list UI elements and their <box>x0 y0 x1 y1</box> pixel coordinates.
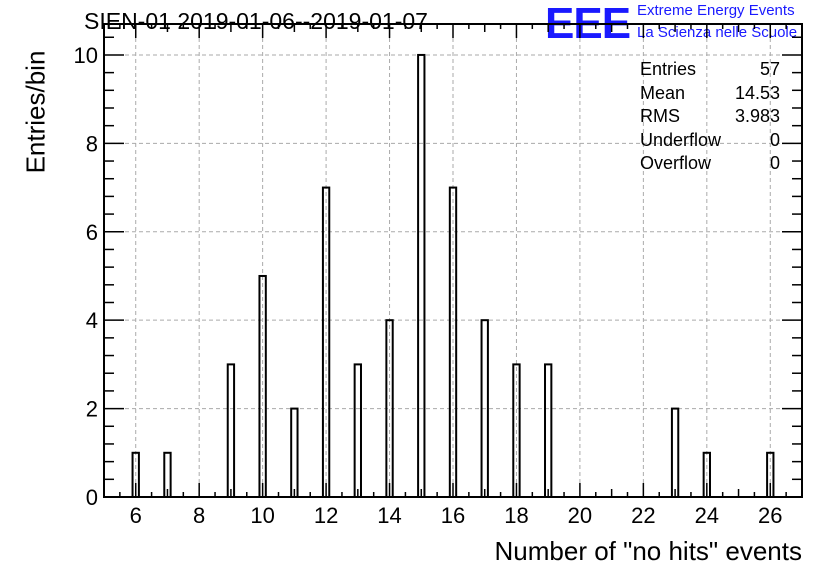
logo-line-2: La Scienza nelle Scuole <box>637 24 798 41</box>
x-tick-label: 22 <box>631 503 655 528</box>
x-tick-label: 18 <box>504 503 528 528</box>
stat-rms: RMS 3.983 <box>640 105 780 129</box>
stat-value: 14.53 <box>734 82 780 103</box>
histogram-bar <box>544 363 553 498</box>
x-tick-label: 8 <box>193 503 205 528</box>
stat-value: 0 <box>769 129 780 150</box>
stat-value: 0 <box>769 153 780 173</box>
x-tick-label: 16 <box>441 503 465 528</box>
y-tick-label: 2 <box>86 397 98 422</box>
stat-underflow: Underflow 0 <box>640 129 780 153</box>
x-tick-label: 20 <box>568 503 592 528</box>
histogram-bar <box>670 407 680 498</box>
x-tick-label: 26 <box>758 503 782 528</box>
stat-overflow: Overflow 0 <box>640 152 780 176</box>
stats-box: Entries 57 Mean 14.53 RMS 3.983 Underflo… <box>640 58 780 176</box>
x-tick-label: 14 <box>377 503 401 528</box>
stat-label: Overflow <box>640 153 712 173</box>
y-tick-label: 6 <box>86 220 98 245</box>
stat-entries: Entries 57 <box>640 58 780 82</box>
histogram-bar <box>258 274 267 498</box>
x-tick-label: 10 <box>250 503 274 528</box>
histogram-bar <box>353 363 362 498</box>
x-tick-label: 6 <box>130 503 142 528</box>
stat-label: Entries <box>640 59 697 79</box>
histogram-bar <box>290 407 299 498</box>
stat-value: 3.983 <box>734 106 780 126</box>
histogram-bar <box>417 53 426 498</box>
y-axis-label: Entries/bin <box>20 50 51 174</box>
x-axis-label: Number of "no hits" events <box>494 536 803 566</box>
logo-line-1: Extreme Energy Events <box>637 2 795 19</box>
x-tick-label: 12 <box>314 503 338 528</box>
y-tick-label: 10 <box>74 43 98 68</box>
chart-title: SIEN-01 2019-01-06--2019-01-07 <box>84 8 428 34</box>
histogram-bar <box>226 363 236 498</box>
stat-value: 57 <box>759 59 780 79</box>
stat-label: RMS <box>640 106 680 126</box>
y-tick-label: 4 <box>86 308 98 333</box>
x-tick-label: 24 <box>695 503 719 528</box>
stat-mean: Mean 14.53 <box>640 82 780 106</box>
y-tick-label: 8 <box>86 131 98 156</box>
y-tick-label: 0 <box>86 485 98 510</box>
stat-label: Mean <box>640 82 686 103</box>
stat-label: Underflow <box>640 129 722 150</box>
